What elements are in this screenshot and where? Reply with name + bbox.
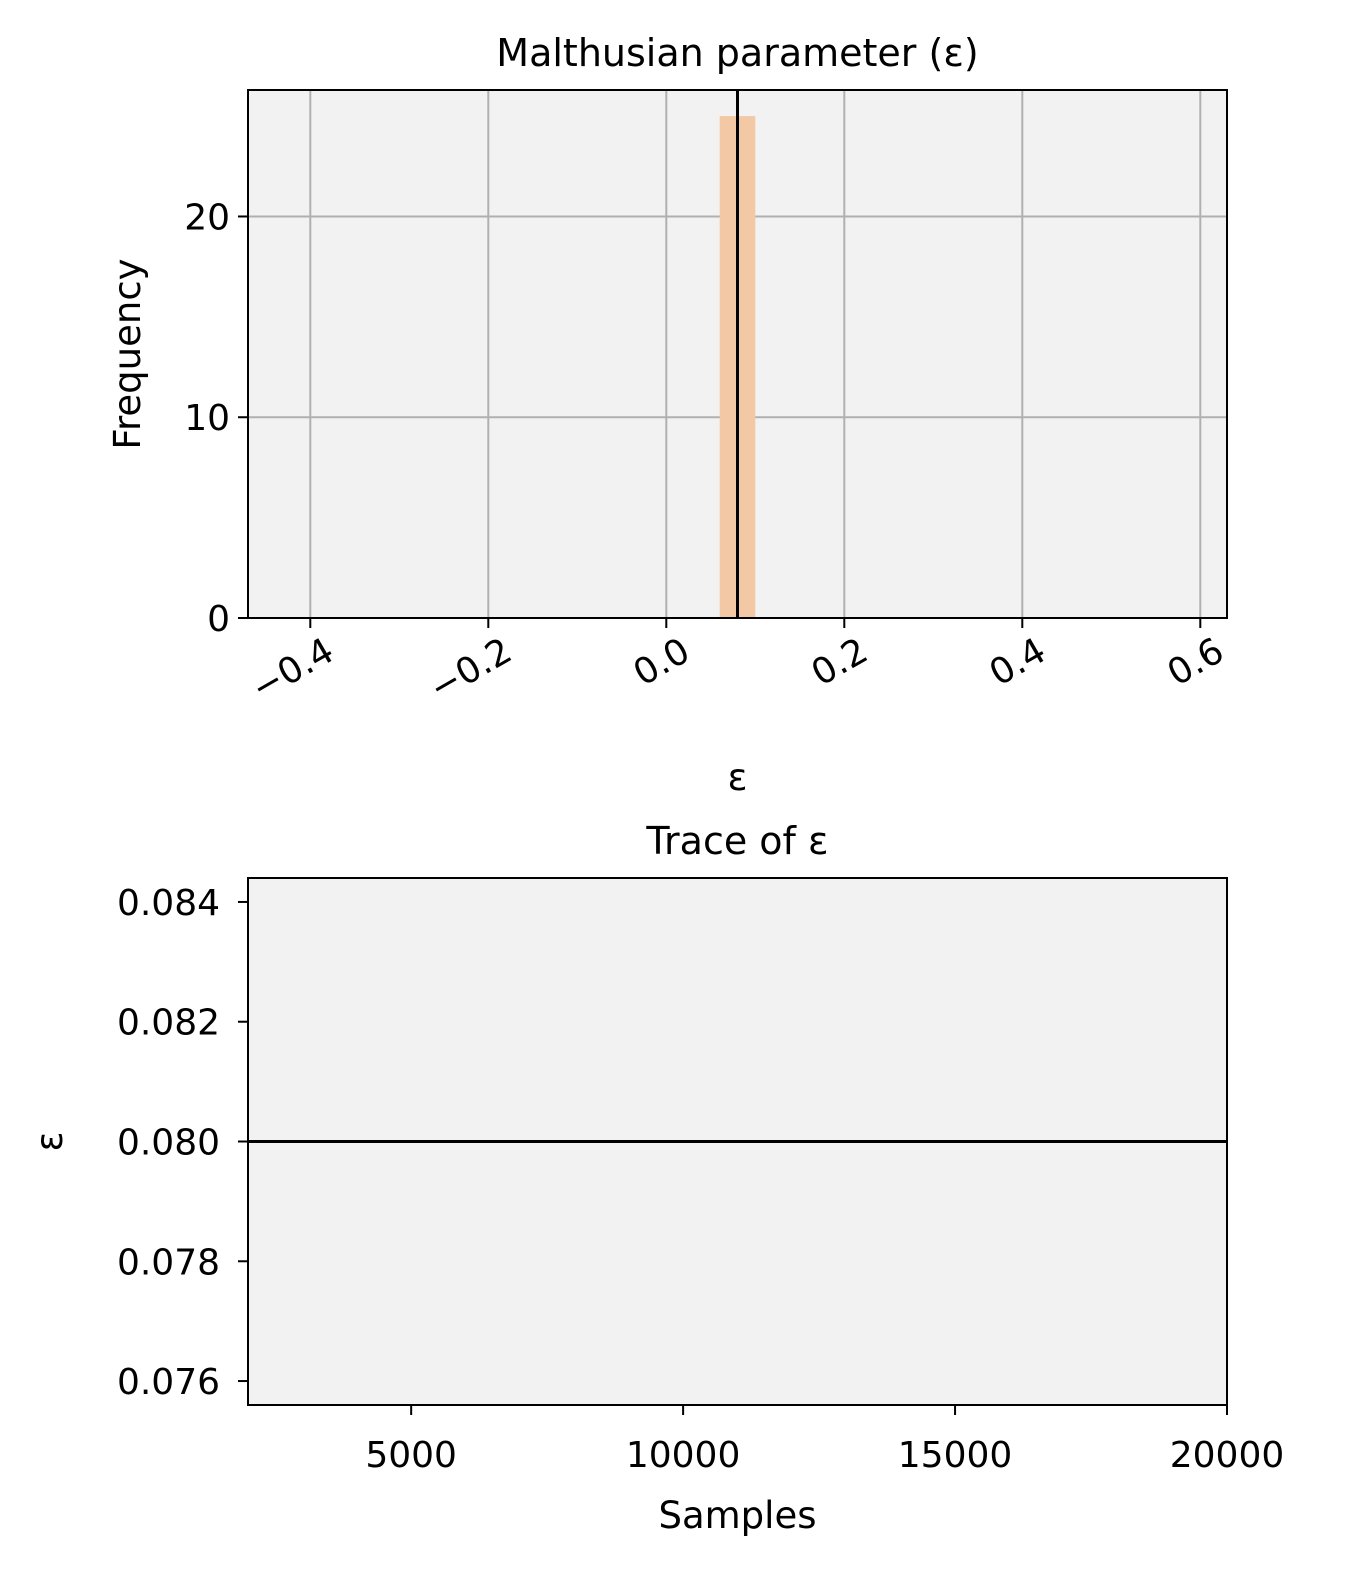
histogram-frame [247, 89, 1228, 619]
y-tick-label-1: 10 [184, 398, 230, 439]
x-tick-label-2: 15000 [898, 1435, 1013, 1476]
y-tick-label-0: 0 [207, 599, 230, 640]
trace-panel: 5000 10000 15000 20000 0.076 0.078 0.080 0.082… [28, 819, 1284, 1537]
x-tick-label-3: 20000 [1170, 1435, 1285, 1476]
x-tick-label-2: 0.0 [627, 630, 697, 694]
histogram-title: Malthusian parameter (ε) [496, 31, 978, 75]
histogram-panel: −0.4 −0.2 0.0 0.2 0.4 0.6 0 10 20 Malthusian pa… [106, 31, 1231, 799]
trace-x-ticks: 5000 10000 15000 20000 [365, 1405, 1284, 1476]
trace-y-ticks: 0.076 0.078 0.080 0.082 0.084 [117, 883, 248, 1403]
x-tick-label-5: 0.6 [1161, 630, 1231, 694]
x-tick-label-3: 0.2 [805, 630, 875, 694]
y-tick-label-2: 20 [184, 197, 230, 238]
x-tick-label-0: 5000 [365, 1435, 457, 1476]
y-tick-label-1: 0.078 [117, 1242, 220, 1283]
y-tick-label-3: 0.082 [117, 1003, 220, 1044]
histogram-x-axis-label: ε [728, 756, 748, 799]
x-tick-label-1: −0.2 [423, 630, 519, 709]
x-tick-label-4: 0.4 [983, 630, 1053, 694]
y-tick-label-0: 0.076 [117, 1362, 220, 1403]
histogram-x-ticks: −0.4 −0.2 0.0 0.2 0.4 0.6 [245, 618, 1231, 710]
histogram-y-ticks: 0 10 20 [184, 197, 248, 640]
trace-title: Trace of ε [645, 819, 828, 863]
trace-x-axis-label: Samples [658, 1494, 816, 1537]
x-tick-label-1: 10000 [626, 1435, 741, 1476]
x-tick-label-0: −0.4 [245, 630, 341, 709]
histogram-y-axis-label: Frequency [106, 258, 149, 449]
y-tick-label-2: 0.080 [117, 1123, 220, 1164]
y-tick-label-4: 0.084 [117, 883, 220, 924]
trace-y-axis-label: ε [28, 1132, 71, 1152]
